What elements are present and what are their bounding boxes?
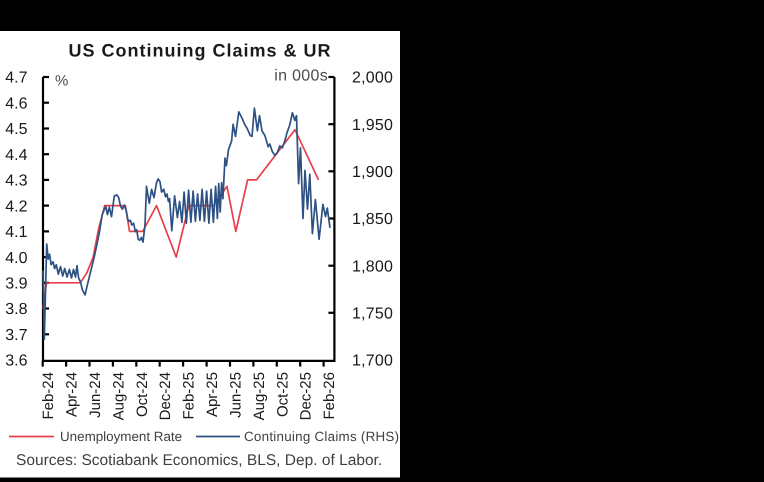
svg-text:Unemployment Rate: Unemployment Rate xyxy=(60,429,182,444)
svg-text:4.2: 4.2 xyxy=(5,198,27,215)
svg-text:Feb-26: Feb-26 xyxy=(321,372,338,420)
svg-text:Apr-25: Apr-25 xyxy=(204,372,221,417)
svg-text:1,700: 1,700 xyxy=(352,353,393,370)
svg-text:Apr-24: Apr-24 xyxy=(64,372,81,417)
svg-text:US Continuing Claims & UR: US Continuing Claims & UR xyxy=(69,41,332,61)
svg-text:in 000s: in 000s xyxy=(274,68,328,85)
svg-text:1,950: 1,950 xyxy=(352,117,393,134)
svg-text:2,000: 2,000 xyxy=(352,70,393,87)
svg-text:3.6: 3.6 xyxy=(5,353,27,370)
svg-text:Aug-24: Aug-24 xyxy=(110,372,127,420)
svg-text:3.8: 3.8 xyxy=(5,301,27,318)
svg-text:Dec-25: Dec-25 xyxy=(298,372,315,420)
svg-text:Jun-24: Jun-24 xyxy=(87,372,104,418)
svg-text:Oct-25: Oct-25 xyxy=(274,372,291,417)
svg-text:1,800: 1,800 xyxy=(352,258,393,275)
svg-text:Jun-25: Jun-25 xyxy=(228,372,245,418)
svg-text:%: % xyxy=(55,73,68,90)
svg-text:3.7: 3.7 xyxy=(5,327,27,344)
svg-text:1,900: 1,900 xyxy=(352,164,393,181)
svg-text:Aug-25: Aug-25 xyxy=(251,372,268,420)
svg-text:1,750: 1,750 xyxy=(352,306,393,323)
svg-text:Continuing Claims (RHS): Continuing Claims (RHS) xyxy=(244,429,399,444)
svg-text:Feb-25: Feb-25 xyxy=(181,372,198,420)
svg-text:Sources: Scotiabank Economics,: Sources: Scotiabank Economics, BLS, Dep.… xyxy=(16,452,382,469)
svg-text:4.5: 4.5 xyxy=(5,121,27,138)
svg-text:Feb-24: Feb-24 xyxy=(40,372,57,420)
svg-text:3.9: 3.9 xyxy=(5,276,27,293)
svg-text:Oct-24: Oct-24 xyxy=(134,372,151,417)
svg-text:1,850: 1,850 xyxy=(352,211,393,228)
svg-text:4.4: 4.4 xyxy=(5,147,27,164)
svg-text:4.0: 4.0 xyxy=(5,250,27,267)
svg-text:4.7: 4.7 xyxy=(5,70,27,87)
svg-text:4.6: 4.6 xyxy=(5,95,27,112)
svg-text:Dec-24: Dec-24 xyxy=(157,372,174,420)
svg-text:4.3: 4.3 xyxy=(5,173,27,190)
svg-text:4.1: 4.1 xyxy=(5,224,27,241)
